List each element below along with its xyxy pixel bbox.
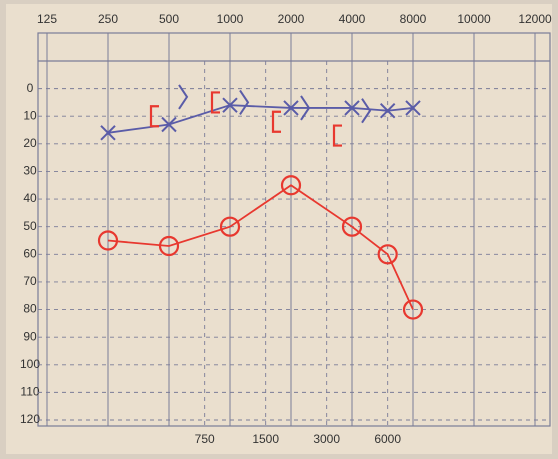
audiogram: 0 10 20 30 40 50 60 70 80 90 100 110 120 125 250 500 100… — [0, 0, 558, 459]
y-tick-label: 70 — [23, 274, 37, 288]
y-tick-label: 120 — [20, 412, 40, 426]
x-tick-label: 250 — [98, 12, 118, 26]
y-tick-label: 80 — [23, 302, 37, 316]
y-tick-label: 50 — [23, 219, 37, 233]
x-minor-tick-label: 6000 — [374, 432, 401, 446]
y-tick-label: 60 — [23, 246, 37, 260]
x-tick-label: 125 — [37, 12, 57, 26]
paper — [6, 4, 552, 454]
x-tick-label: 2000 — [278, 12, 305, 26]
y-tick-label: 0 — [27, 81, 34, 95]
x-tick-label: 1000 — [217, 12, 244, 26]
y-tick-label: 20 — [23, 136, 37, 150]
x-tick-label: 500 — [159, 12, 179, 26]
x-tick-label: 12000 — [518, 12, 552, 26]
x-minor-tick-label: 3000 — [313, 432, 340, 446]
x-tick-label: 8000 — [400, 12, 427, 26]
y-tick-label: 100 — [20, 357, 40, 371]
y-tick-label: 90 — [23, 329, 37, 343]
y-tick-label: 40 — [23, 191, 37, 205]
y-tick-label: 110 — [20, 385, 39, 399]
x-tick-label: 4000 — [339, 12, 366, 26]
x-minor-tick-label: 750 — [195, 432, 215, 446]
y-tick-label: 10 — [23, 108, 37, 122]
y-tick-label: 30 — [23, 164, 37, 178]
x-minor-tick-label: 1500 — [252, 432, 279, 446]
x-tick-label: 10000 — [457, 12, 491, 26]
